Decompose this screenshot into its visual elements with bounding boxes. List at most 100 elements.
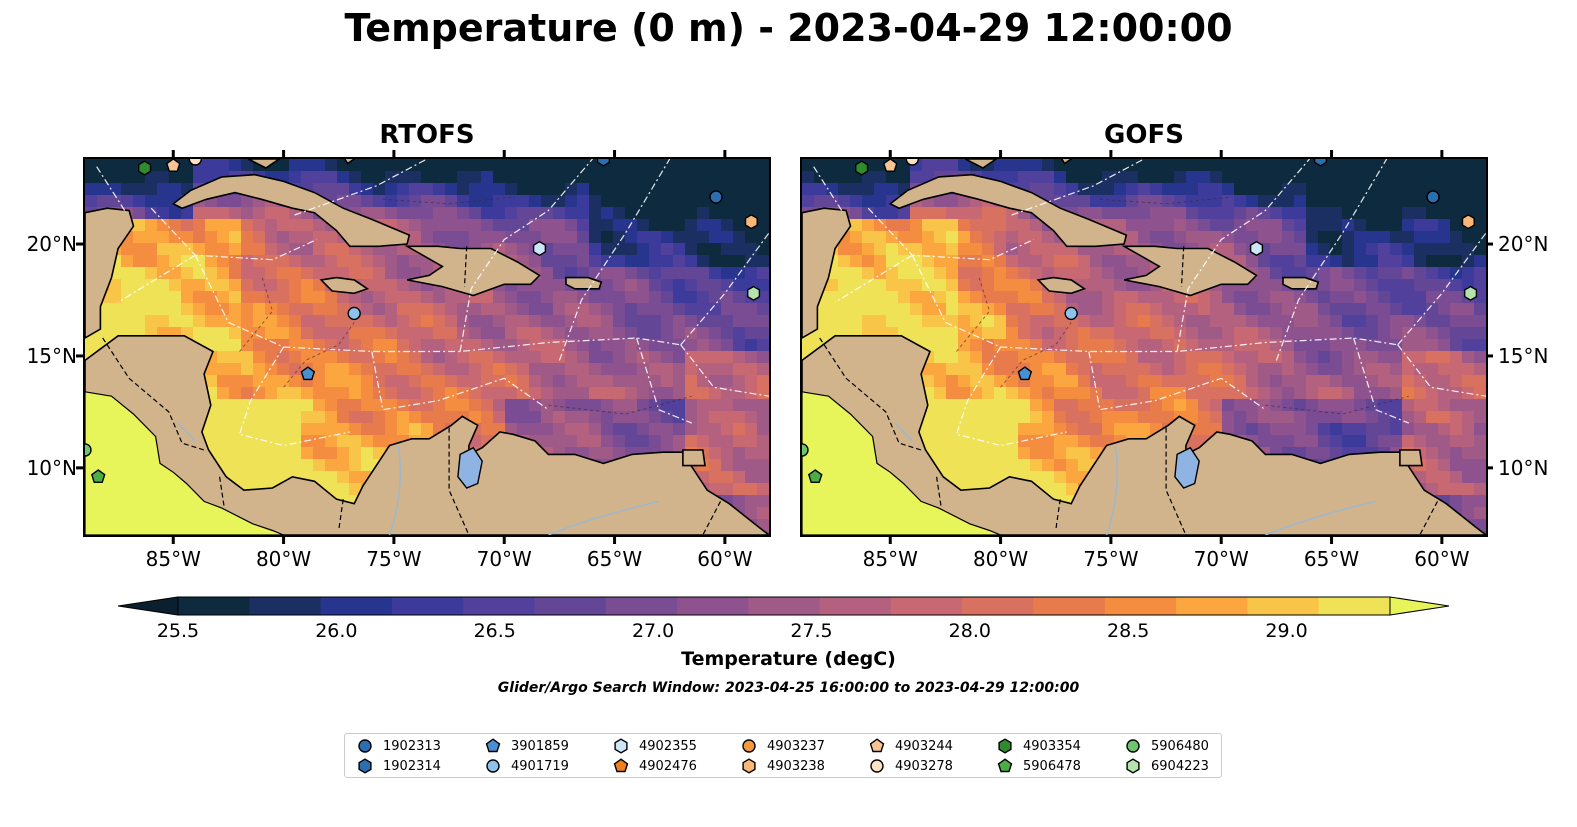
legend-item: 3901859 (485, 737, 569, 755)
legend-item: 4903354 (997, 737, 1081, 755)
rtofs-land-cuba (171, 173, 411, 248)
colorbar-segment (320, 597, 393, 615)
legend-marker-circle-icon (486, 759, 500, 773)
colorbar-segment (534, 597, 607, 615)
colorbar-segment (819, 597, 892, 615)
legend-marker-hexagon-icon (358, 758, 372, 774)
legend-item: 4903278 (869, 757, 953, 775)
legend-marker-pentagon-icon (613, 758, 629, 773)
rtofs-land-jamaica (319, 276, 370, 295)
legend-label: 4903354 (1023, 738, 1081, 754)
rtofs-float-4903238 (744, 214, 758, 230)
legend-item: 1902314 (357, 757, 441, 775)
legend-label: 4903238 (767, 758, 825, 774)
lon-label-0-5: 60°W (697, 547, 753, 571)
colorbar-segment (249, 597, 322, 615)
rtofs-land-florida (247, 159, 281, 169)
legend-marker-hexagon-icon (998, 738, 1012, 754)
legend-item: 4903244 (869, 737, 953, 755)
colorbar-segment (1176, 597, 1248, 615)
gofs-eez-boundaries (812, 159, 1486, 447)
gofs-float-4901719 (1064, 306, 1078, 321)
gofs-float-4903278 (905, 159, 920, 166)
gofs-map-svg (802, 159, 1486, 535)
rtofs-float-4902355 (532, 240, 547, 257)
rtofs-float-1902313 (709, 190, 723, 204)
legend-label: 4901719 (511, 758, 569, 774)
legend-marker-circle-icon (1126, 739, 1140, 753)
rtofs-float-4901719 (347, 306, 361, 321)
legend-label: 1902313 (383, 738, 441, 754)
rtofs-float-3901859 (300, 366, 316, 381)
colorbar-tick-0: 25.5 (156, 620, 200, 642)
lon-label-1-3: 70°W (1193, 547, 1249, 571)
legend-marker-circle-icon (870, 759, 884, 773)
lon-label-0-3: 70°W (476, 547, 532, 571)
colorbar-extend-low (118, 596, 179, 616)
legend-item: 5906480 (1125, 737, 1209, 755)
rtofs-float-5906478 (90, 469, 106, 483)
colorbar-segment (1318, 597, 1391, 615)
gofs-float-3901859 (1017, 366, 1033, 381)
legend-marker-pentagon-icon (997, 758, 1013, 773)
gofs-land-jamaica (1036, 276, 1087, 295)
lat-label-left-1: 15°N (26, 343, 77, 368)
colorbar-label: Temperature (degC) (681, 648, 896, 670)
legend-item: 1902313 (357, 737, 441, 755)
legend-label: 4902355 (639, 738, 697, 754)
colorbar-segment (178, 597, 250, 615)
legend-label: 4903278 (895, 758, 953, 774)
legend-label: 3901859 (511, 738, 569, 754)
colorbar-segment (890, 597, 963, 615)
colorbar-segment (463, 597, 536, 615)
rtofs-land-trinidad (682, 449, 706, 467)
gofs-float-1902314 (1313, 159, 1328, 167)
rtofs-rivers (177, 422, 659, 535)
gofs-float-4903244 (882, 159, 898, 172)
gofs-bathymetry-contours (956, 196, 1409, 415)
legend-label: 5906478 (1023, 758, 1081, 774)
colorbar (118, 596, 1450, 616)
lat-label-left-0: 20°N (26, 232, 77, 257)
gofs-float-5906480 (802, 443, 809, 457)
gofs-land-puerto-rico (1282, 276, 1320, 290)
colorbar-segment (605, 597, 678, 615)
rtofs-pacific-coast (85, 391, 284, 535)
colorbar-tick-6: 28.5 (1107, 620, 1150, 642)
rtofs-land-yucatan (85, 207, 135, 339)
rtofs-map (83, 157, 771, 537)
rtofs-eez-boundaries (95, 159, 769, 447)
gofs-map (800, 157, 1488, 537)
legend-marker-circle-icon (742, 739, 756, 753)
rtofs-float-4903278 (188, 159, 203, 166)
legend-item: 6904223 (1125, 757, 1209, 775)
gofs-rivers (894, 422, 1376, 535)
gofs-float-5906478 (807, 469, 823, 483)
gofs-country-borders (819, 246, 1439, 535)
gofs-land-hispaniola (1121, 245, 1258, 297)
colorbar-segment (677, 597, 749, 615)
legend-marker-pentagon-icon (869, 738, 885, 753)
gofs-land-trinidad (1399, 449, 1423, 467)
colorbar-tick-3: 27.0 (631, 620, 675, 642)
lon-label-1-2: 75°W (1083, 547, 1139, 571)
rtofs-float-4903244 (165, 159, 181, 172)
lon-label-1-0: 85°W (862, 547, 918, 571)
lat-label-left-2: 10°N (26, 455, 77, 480)
colorbar-tick-4: 27.5 (790, 620, 833, 642)
legend-marker-hexagon-icon (614, 738, 628, 754)
rtofs-country-borders (102, 246, 722, 535)
rtofs-float-6904223 (747, 285, 761, 301)
colorbar-extend-high (1389, 596, 1450, 616)
lon-label-0-1: 80°W (255, 547, 312, 571)
rtofs-land-hispaniola (404, 245, 541, 297)
lon-label-0-0: 85°W (145, 547, 201, 571)
lat-label-right-0: 20°N (1498, 232, 1549, 257)
search-window-note: Glider/Argo Search Window: 2023-04-25 16… (497, 680, 1080, 696)
figure-title: Temperature (0 m) - 2023-04-29 12:00:00 (344, 6, 1233, 50)
gofs-land-florida (964, 159, 998, 169)
gofs-float-4902355 (1249, 240, 1264, 257)
rtofs-lake-maracaibo (457, 446, 483, 489)
lon-label-1-1: 80°W (972, 547, 1029, 571)
colorbar-segment (1104, 597, 1177, 615)
